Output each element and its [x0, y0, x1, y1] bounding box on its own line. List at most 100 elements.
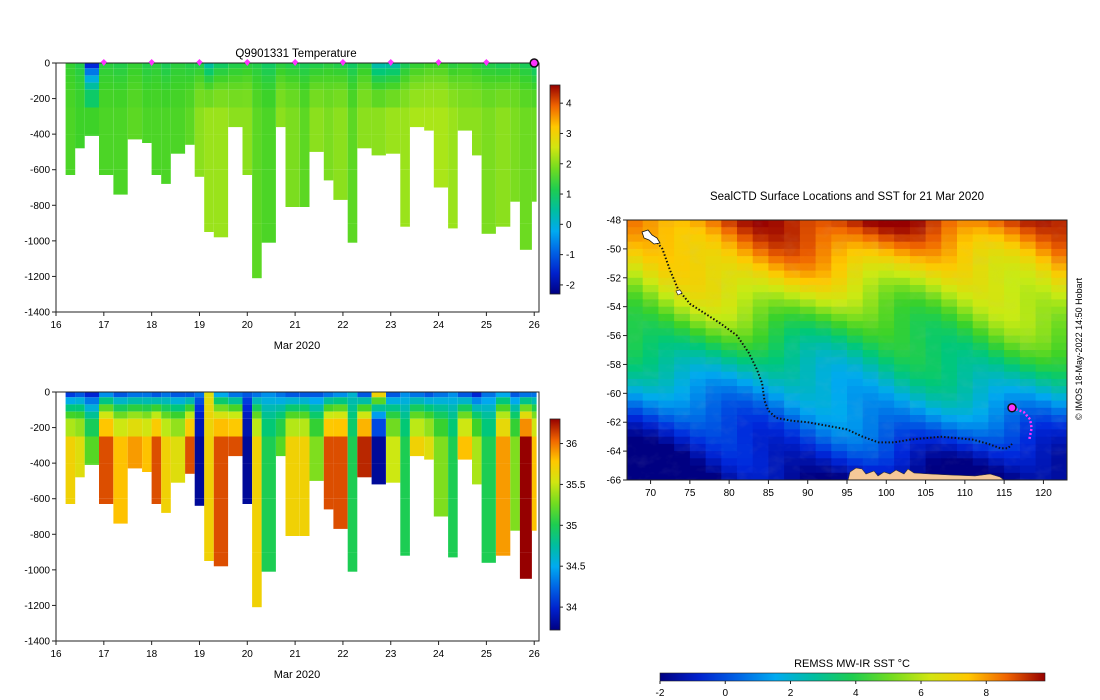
- profile-cell: [142, 68, 152, 76]
- profile-cell: [242, 463, 253, 499]
- profile-cell: [276, 75, 286, 83]
- profile-cell: [409, 82, 425, 90]
- profile-cell: [113, 169, 128, 195]
- profile-cell: [185, 63, 195, 69]
- profile-cell: [357, 75, 372, 83]
- profile-cell: [213, 552, 229, 567]
- profile-cell: [448, 89, 458, 108]
- profile-cell: [347, 397, 358, 405]
- profile-cell: [65, 134, 76, 170]
- profile-cell: [276, 411, 286, 419]
- salinity-colorbar: [550, 419, 560, 630]
- profile-cell: [333, 82, 348, 90]
- profile-cell: [194, 89, 205, 108]
- profile-cell: [127, 436, 142, 464]
- lon-tick-label: 105: [917, 488, 934, 499]
- profile-cell: [204, 134, 214, 170]
- profile-cell: [371, 82, 386, 90]
- profile-cell: [481, 89, 496, 108]
- sst-colorbar-tick-label: 4: [853, 688, 859, 699]
- profile-cell: [261, 89, 276, 108]
- profile-cell: [252, 552, 262, 608]
- profile-cell: [161, 418, 171, 437]
- profile-cell: [242, 75, 253, 83]
- x-tick-label: 21: [290, 649, 302, 660]
- profile-cell: [510, 463, 520, 499]
- profile-cell: [448, 411, 458, 419]
- profile-cell: [99, 68, 114, 76]
- sst-map-panel: SealCTD Surface Locations and SST for 21…: [607, 191, 1084, 699]
- profile-cell: [531, 436, 537, 464]
- profile-cell: [309, 436, 324, 464]
- profile-cell: [333, 397, 348, 405]
- temperature-x-label: Mar 2020: [274, 340, 320, 352]
- salinity-axes-frame: [55, 391, 540, 642]
- profile-cell: [519, 68, 532, 76]
- profile-cell: [65, 498, 76, 504]
- profile-cell: [204, 107, 214, 135]
- profile-cell: [481, 68, 496, 76]
- profile-cell: [113, 107, 128, 135]
- profile-cell: [261, 134, 276, 170]
- surface-marker: [339, 59, 346, 66]
- profile-cell: [242, 89, 253, 108]
- profile-cell: [276, 82, 286, 90]
- profile-cell: [161, 436, 171, 464]
- profile-cell: [433, 89, 449, 108]
- lat-tick-label: -62: [607, 418, 622, 429]
- y-tick-label: -200: [30, 94, 50, 105]
- profile-cell: [371, 107, 386, 135]
- profile-cell: [409, 68, 425, 76]
- profile-cell: [204, 397, 214, 405]
- x-tick-label: 23: [385, 649, 397, 660]
- profile-cell: [75, 134, 85, 149]
- profile-cell: [276, 404, 286, 412]
- profile-cell: [285, 392, 300, 398]
- profile-cell: [161, 463, 171, 499]
- profile-cell: [242, 436, 253, 464]
- profile-cell: [170, 404, 186, 412]
- profile-cell: [204, 552, 214, 561]
- profile-cell: [113, 82, 128, 90]
- x-tick-label: 24: [433, 320, 445, 331]
- profile-cell: [252, 463, 262, 499]
- profile-cell: [276, 107, 286, 128]
- profile-cell: [299, 82, 310, 90]
- profile-cell: [170, 68, 186, 76]
- profile-cell: [213, 397, 229, 405]
- profile-cell: [194, 404, 205, 412]
- profile-cell: [510, 392, 520, 398]
- profile-cell: [194, 82, 205, 90]
- profile-cell: [409, 63, 425, 69]
- profile-cell: [496, 169, 511, 224]
- profile-cell: [204, 404, 214, 412]
- profile-cell: [531, 89, 537, 108]
- profile-cell: [99, 169, 114, 175]
- profile-cell: [161, 392, 171, 398]
- profile-cell: [213, 411, 229, 419]
- profile-cell: [496, 552, 511, 556]
- x-tick-label: 17: [98, 649, 110, 660]
- lat-tick-label: -48: [607, 216, 622, 227]
- sst-colorbar-tick-label: 0: [722, 688, 728, 699]
- profile-cell: [347, 223, 358, 243]
- profile-cell: [371, 411, 386, 419]
- lat-tick-label: -58: [607, 360, 622, 371]
- profile-cell: [510, 397, 520, 405]
- x-tick-label: 19: [194, 320, 206, 331]
- profile-cell: [386, 392, 401, 398]
- profile-cell: [333, 418, 348, 437]
- profile-cell: [400, 68, 410, 76]
- profile-cell: [472, 411, 482, 419]
- kerguelen-island: [641, 229, 661, 245]
- profile-cell: [323, 392, 334, 398]
- profile-cell: [261, 463, 276, 499]
- profile-cell: [127, 463, 142, 469]
- profile-cell: [531, 392, 537, 398]
- profile-cell: [519, 498, 532, 553]
- colorbar-tick-label: -1: [566, 250, 575, 261]
- profile-cell: [448, 404, 458, 412]
- profile-cell: [409, 89, 425, 108]
- profile-cell: [285, 418, 300, 437]
